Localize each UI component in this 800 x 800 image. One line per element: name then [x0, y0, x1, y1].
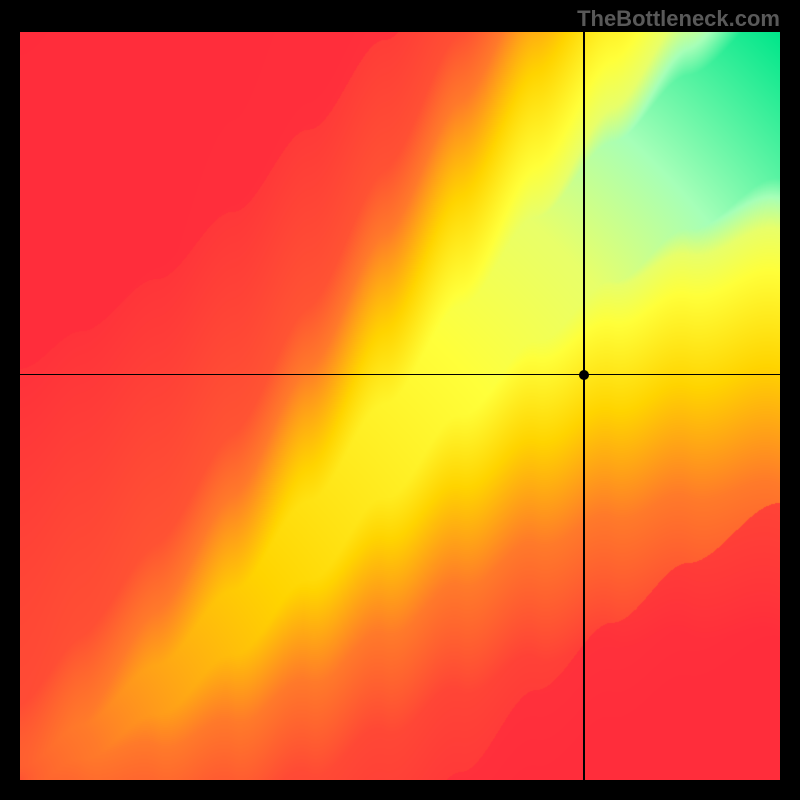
heatmap-canvas	[20, 32, 780, 780]
marker-point	[579, 370, 589, 380]
crosshair-vertical	[583, 32, 585, 780]
root: TheBottleneck.com	[0, 0, 800, 800]
crosshair-horizontal	[20, 374, 780, 376]
heatmap-plot	[20, 32, 780, 780]
watermark: TheBottleneck.com	[577, 6, 780, 32]
